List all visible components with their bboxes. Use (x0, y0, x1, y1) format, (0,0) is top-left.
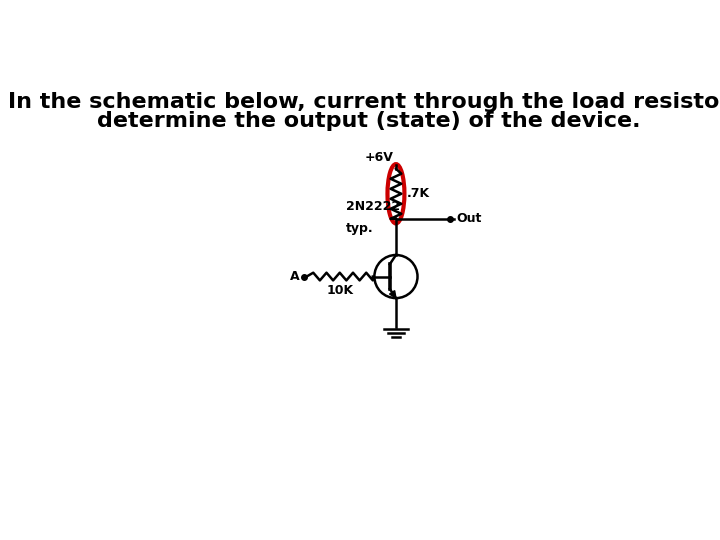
Text: determine the output (state) of the device.: determine the output (state) of the devi… (97, 111, 641, 131)
Text: 2N2222: 2N2222 (346, 200, 400, 213)
Text: Out: Out (456, 212, 482, 225)
Text: 10K: 10K (327, 284, 354, 297)
Text: +6V: +6V (365, 151, 394, 164)
Text: A: A (290, 270, 300, 283)
Polygon shape (390, 291, 396, 298)
Text: In the schematic below, current through the load resistor: In the schematic below, current through … (8, 92, 720, 112)
Text: .7K: .7K (407, 187, 430, 200)
Text: typ.: typ. (346, 222, 374, 235)
